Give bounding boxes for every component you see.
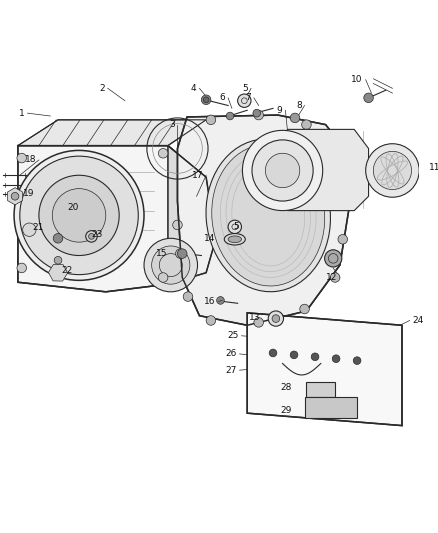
Circle shape [11, 192, 19, 200]
Circle shape [338, 235, 347, 244]
Text: 19: 19 [23, 189, 34, 198]
Text: 11: 11 [429, 163, 438, 172]
Circle shape [54, 256, 62, 264]
Circle shape [330, 139, 340, 149]
Circle shape [268, 311, 283, 326]
Text: 10: 10 [351, 75, 363, 84]
Text: 29: 29 [281, 406, 292, 415]
Circle shape [152, 246, 190, 284]
Circle shape [311, 353, 319, 361]
Circle shape [183, 292, 193, 301]
Circle shape [23, 223, 36, 237]
Circle shape [39, 175, 119, 255]
Text: 16: 16 [204, 297, 215, 306]
Circle shape [366, 144, 419, 197]
Circle shape [86, 231, 97, 242]
Text: 6: 6 [219, 93, 225, 102]
Text: 8: 8 [296, 101, 302, 110]
Text: 14: 14 [204, 234, 215, 243]
Ellipse shape [206, 139, 330, 292]
Circle shape [20, 156, 138, 274]
Text: 12: 12 [326, 273, 337, 282]
Circle shape [373, 151, 412, 190]
Circle shape [330, 273, 340, 282]
Circle shape [201, 95, 211, 104]
Text: 7: 7 [245, 93, 251, 102]
Text: 4: 4 [191, 84, 197, 93]
Text: 18: 18 [25, 156, 36, 165]
Circle shape [269, 349, 277, 357]
Circle shape [338, 182, 347, 191]
Circle shape [254, 318, 263, 327]
Text: 20: 20 [67, 203, 79, 212]
Circle shape [177, 249, 187, 259]
Circle shape [159, 273, 168, 282]
Polygon shape [18, 120, 206, 146]
Text: 9: 9 [277, 106, 283, 115]
Text: 28: 28 [281, 383, 292, 392]
Text: 1: 1 [19, 109, 25, 118]
Circle shape [364, 93, 373, 103]
Circle shape [253, 109, 261, 117]
Circle shape [325, 250, 342, 267]
Bar [304, 397, 357, 418]
Text: 27: 27 [225, 366, 237, 375]
Circle shape [203, 97, 209, 103]
Text: 22: 22 [61, 266, 72, 276]
Circle shape [272, 315, 280, 322]
Polygon shape [247, 313, 402, 425]
Text: 24: 24 [413, 316, 424, 325]
Circle shape [14, 150, 144, 280]
Circle shape [254, 110, 263, 120]
Ellipse shape [212, 145, 325, 286]
Circle shape [252, 140, 313, 201]
Polygon shape [18, 146, 215, 292]
Circle shape [217, 296, 224, 304]
Circle shape [206, 316, 215, 325]
Circle shape [353, 357, 361, 365]
Circle shape [53, 233, 63, 243]
Circle shape [226, 112, 234, 120]
Ellipse shape [228, 236, 241, 243]
Circle shape [290, 351, 298, 359]
Circle shape [302, 120, 311, 130]
Text: 21: 21 [32, 223, 44, 232]
Text: 13: 13 [249, 313, 261, 322]
Circle shape [159, 149, 168, 158]
Circle shape [88, 233, 94, 239]
Text: 23: 23 [92, 230, 103, 239]
Polygon shape [168, 146, 215, 284]
Circle shape [290, 113, 300, 123]
Circle shape [173, 220, 182, 230]
Circle shape [17, 154, 26, 163]
Text: 25: 25 [227, 332, 239, 340]
Text: 26: 26 [225, 350, 237, 358]
Text: 5: 5 [242, 84, 248, 93]
Text: 3: 3 [169, 120, 175, 129]
Circle shape [52, 189, 106, 242]
Bar [307, 382, 335, 397]
Circle shape [332, 355, 340, 362]
Circle shape [176, 249, 185, 259]
Text: 15: 15 [156, 249, 168, 258]
Circle shape [238, 94, 251, 108]
Ellipse shape [224, 233, 245, 245]
Circle shape [243, 131, 323, 211]
Circle shape [144, 238, 198, 292]
Polygon shape [177, 115, 350, 325]
Circle shape [300, 304, 309, 314]
Circle shape [206, 115, 215, 125]
Text: 17: 17 [192, 171, 203, 180]
Circle shape [17, 263, 26, 273]
Circle shape [228, 220, 241, 233]
Text: 2: 2 [99, 84, 105, 93]
Text: 5: 5 [233, 222, 239, 231]
Polygon shape [283, 130, 368, 211]
Circle shape [265, 154, 300, 188]
